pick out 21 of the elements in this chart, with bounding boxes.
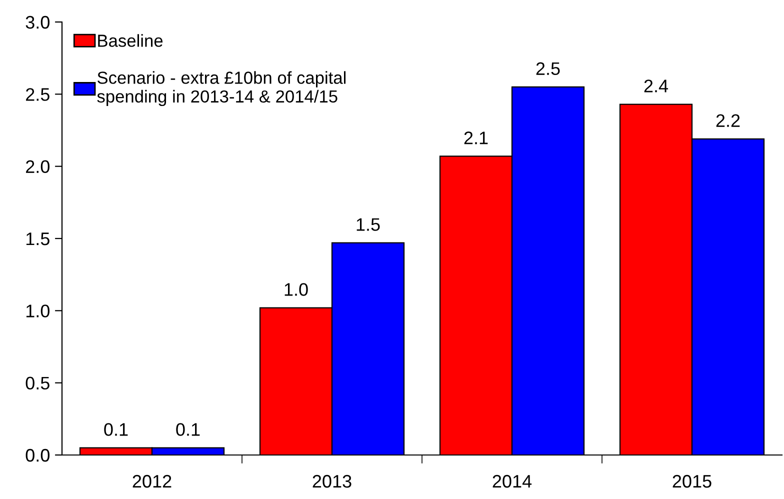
y-tick-label: 0.5: [26, 376, 50, 390]
y-tick-label: 1.5: [26, 232, 50, 246]
data-label: 0.1: [104, 423, 128, 436]
data-label: 2.2: [716, 114, 740, 127]
x-tick-label: 2014: [492, 474, 532, 488]
x-tick-label: 2012: [132, 474, 172, 488]
y-tick-label: 0.0: [26, 448, 50, 462]
data-label: 2.4: [644, 80, 668, 92]
y-tick-label: 2.0: [26, 160, 50, 174]
y-tick-label: 3.0: [26, 16, 50, 29]
x-tick-label: 2013: [312, 474, 352, 488]
data-label: 2.5: [536, 62, 560, 76]
data-label: 2.1: [464, 132, 488, 144]
legend-label: Baseline: [98, 34, 163, 47]
y-tick-label: 1.0: [26, 304, 50, 318]
x-tick-label: 2015: [672, 474, 712, 488]
legend-label: Scenario - extra £10bn of capital spending in 2013-14 & 2014/15: [97, 71, 346, 106]
data-label: 0.1: [176, 423, 200, 436]
data-label: 1.0: [284, 283, 308, 296]
y-tick-label: 2.5: [26, 88, 50, 101]
data-label: 1.5: [356, 218, 380, 231]
